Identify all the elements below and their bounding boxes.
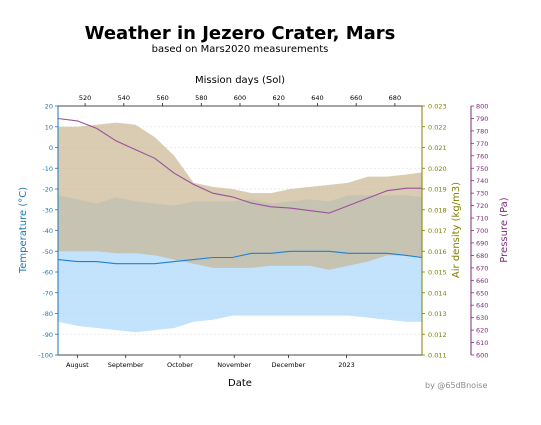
left-tick-label-11: 10 bbox=[45, 123, 53, 131]
series-line-temperature bbox=[57, 250, 423, 265]
pressure-tick-label-10: 700 bbox=[476, 227, 488, 235]
pressure-tick-label-12: 720 bbox=[476, 202, 488, 210]
pressure-tick-label-2: 620 bbox=[476, 327, 488, 335]
sol-tick-label-3: 580 bbox=[195, 94, 207, 102]
pressure-tick-label-19: 790 bbox=[476, 115, 488, 123]
sol-tick-label-5: 620 bbox=[273, 94, 285, 102]
left-tick-label-5: -50 bbox=[42, 248, 53, 256]
left-tick-label-1: -90 bbox=[42, 331, 53, 339]
pressure-axis-label: Pressure (Pa) bbox=[499, 197, 510, 262]
pressure-tick-label-5: 650 bbox=[476, 289, 488, 297]
left-tick-label-9: -10 bbox=[42, 165, 53, 173]
pressure-tick-label-1: 610 bbox=[476, 339, 488, 347]
left-tick-label-10: 0 bbox=[49, 144, 53, 152]
pressure-tick-label-8: 680 bbox=[476, 252, 488, 260]
left-tick-label-0: -100 bbox=[38, 352, 53, 360]
density-tick-label-1: 0.012 bbox=[428, 331, 447, 339]
sol-tick-label-7: 660 bbox=[350, 94, 362, 102]
density-tick-label-8: 0.019 bbox=[428, 186, 447, 194]
left-tick-label-6: -40 bbox=[42, 227, 53, 235]
date-tick-label-0: August bbox=[66, 361, 89, 369]
chart-subtitle: based on Mars2020 measurements bbox=[151, 44, 329, 55]
sol-tick-label-0: 520 bbox=[79, 94, 91, 102]
density-axis-label: Air density (kg/m3) bbox=[451, 182, 462, 278]
pressure-tick-label-13: 730 bbox=[476, 190, 488, 198]
pressure-tick-label-7: 670 bbox=[476, 264, 488, 272]
pressure-tick-label-0: 600 bbox=[476, 352, 488, 360]
pressure-tick-label-16: 760 bbox=[476, 152, 488, 160]
date-tick-label-1: September bbox=[108, 361, 144, 369]
band-1 bbox=[58, 122, 422, 270]
x2-axis-label: Mission days (Sol) bbox=[195, 75, 285, 86]
date-tick-label-4: December bbox=[272, 361, 306, 369]
density-tick-label-5: 0.016 bbox=[428, 248, 447, 256]
left-tick-label-12: 20 bbox=[45, 103, 53, 111]
density-tick-label-3: 0.014 bbox=[428, 289, 447, 297]
sol-tick-label-4: 600 bbox=[234, 94, 246, 102]
pressure-tick-label-3: 630 bbox=[476, 314, 488, 322]
density-tick-label-10: 0.021 bbox=[428, 144, 447, 152]
density-tick-label-12: 0.023 bbox=[428, 103, 447, 111]
pressure-tick-label-18: 780 bbox=[476, 127, 488, 135]
sol-tick-label-1: 540 bbox=[118, 94, 130, 102]
density-tick-label-4: 0.015 bbox=[428, 269, 447, 277]
date-tick-label-2: October bbox=[167, 361, 193, 369]
density-tick-label-9: 0.020 bbox=[428, 165, 447, 173]
pressure-tick-label-14: 740 bbox=[476, 177, 488, 185]
pressure-tick-label-4: 640 bbox=[476, 302, 488, 310]
left-axis-label: Temperature (°C) bbox=[18, 187, 29, 274]
date-tick-label-5: 2023 bbox=[338, 361, 355, 369]
left-tick-label-8: -20 bbox=[42, 186, 53, 194]
density-tick-label-6: 0.017 bbox=[428, 227, 447, 235]
left-tick-label-4: -60 bbox=[42, 269, 53, 277]
density-tick-label-2: 0.013 bbox=[428, 310, 447, 318]
density-tick-label-0: 0.011 bbox=[428, 352, 447, 360]
sol-tick-label-2: 560 bbox=[156, 94, 168, 102]
pressure-tick-label-9: 690 bbox=[476, 239, 488, 247]
left-tick-label-7: -30 bbox=[42, 206, 53, 214]
series-line-pressure bbox=[57, 117, 422, 214]
pressure-tick-label-11: 710 bbox=[476, 215, 488, 223]
density-tick-label-11: 0.022 bbox=[428, 123, 447, 131]
date-tick-label-3: November bbox=[217, 361, 251, 369]
left-tick-label-2: -80 bbox=[42, 310, 53, 318]
pressure-tick-label-20: 800 bbox=[476, 103, 488, 111]
chart-title: Weather in Jezero Crater, Mars bbox=[84, 23, 396, 44]
density-tick-label-7: 0.018 bbox=[428, 206, 447, 214]
x-axis-label: Date bbox=[228, 378, 252, 389]
credit-text: by @65dBnoise bbox=[425, 381, 488, 390]
pressure-tick-label-15: 750 bbox=[476, 165, 488, 173]
left-tick-label-3: -70 bbox=[42, 289, 53, 297]
pressure-tick-label-17: 770 bbox=[476, 140, 488, 148]
pressure-tick-label-6: 660 bbox=[476, 277, 488, 285]
sol-tick-label-8: 680 bbox=[389, 94, 401, 102]
sol-tick-label-6: 640 bbox=[311, 94, 323, 102]
